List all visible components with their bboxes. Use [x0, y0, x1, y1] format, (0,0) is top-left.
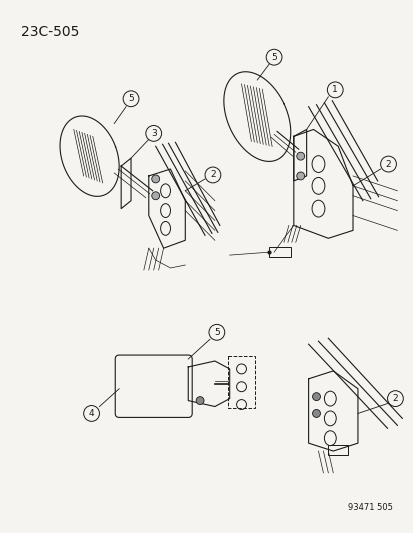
Text: 93471 505: 93471 505: [347, 504, 392, 512]
Bar: [328, 445, 347, 455]
Bar: [227, 356, 255, 408]
Circle shape: [296, 152, 304, 160]
Circle shape: [312, 393, 320, 401]
Text: 5: 5: [214, 328, 219, 337]
Circle shape: [312, 409, 320, 417]
Text: 4: 4: [88, 409, 94, 418]
Text: 2: 2: [385, 159, 390, 168]
Text: 5: 5: [271, 53, 276, 62]
Text: 2: 2: [392, 394, 397, 403]
Bar: [268, 247, 290, 257]
Circle shape: [152, 192, 159, 200]
Text: 5: 5: [128, 94, 133, 103]
Text: 1: 1: [332, 85, 337, 94]
Circle shape: [196, 397, 204, 405]
Text: 2: 2: [210, 171, 215, 180]
Circle shape: [152, 175, 159, 183]
Text: 23C-505: 23C-505: [21, 25, 79, 38]
Text: 3: 3: [150, 129, 156, 138]
Circle shape: [296, 172, 304, 180]
